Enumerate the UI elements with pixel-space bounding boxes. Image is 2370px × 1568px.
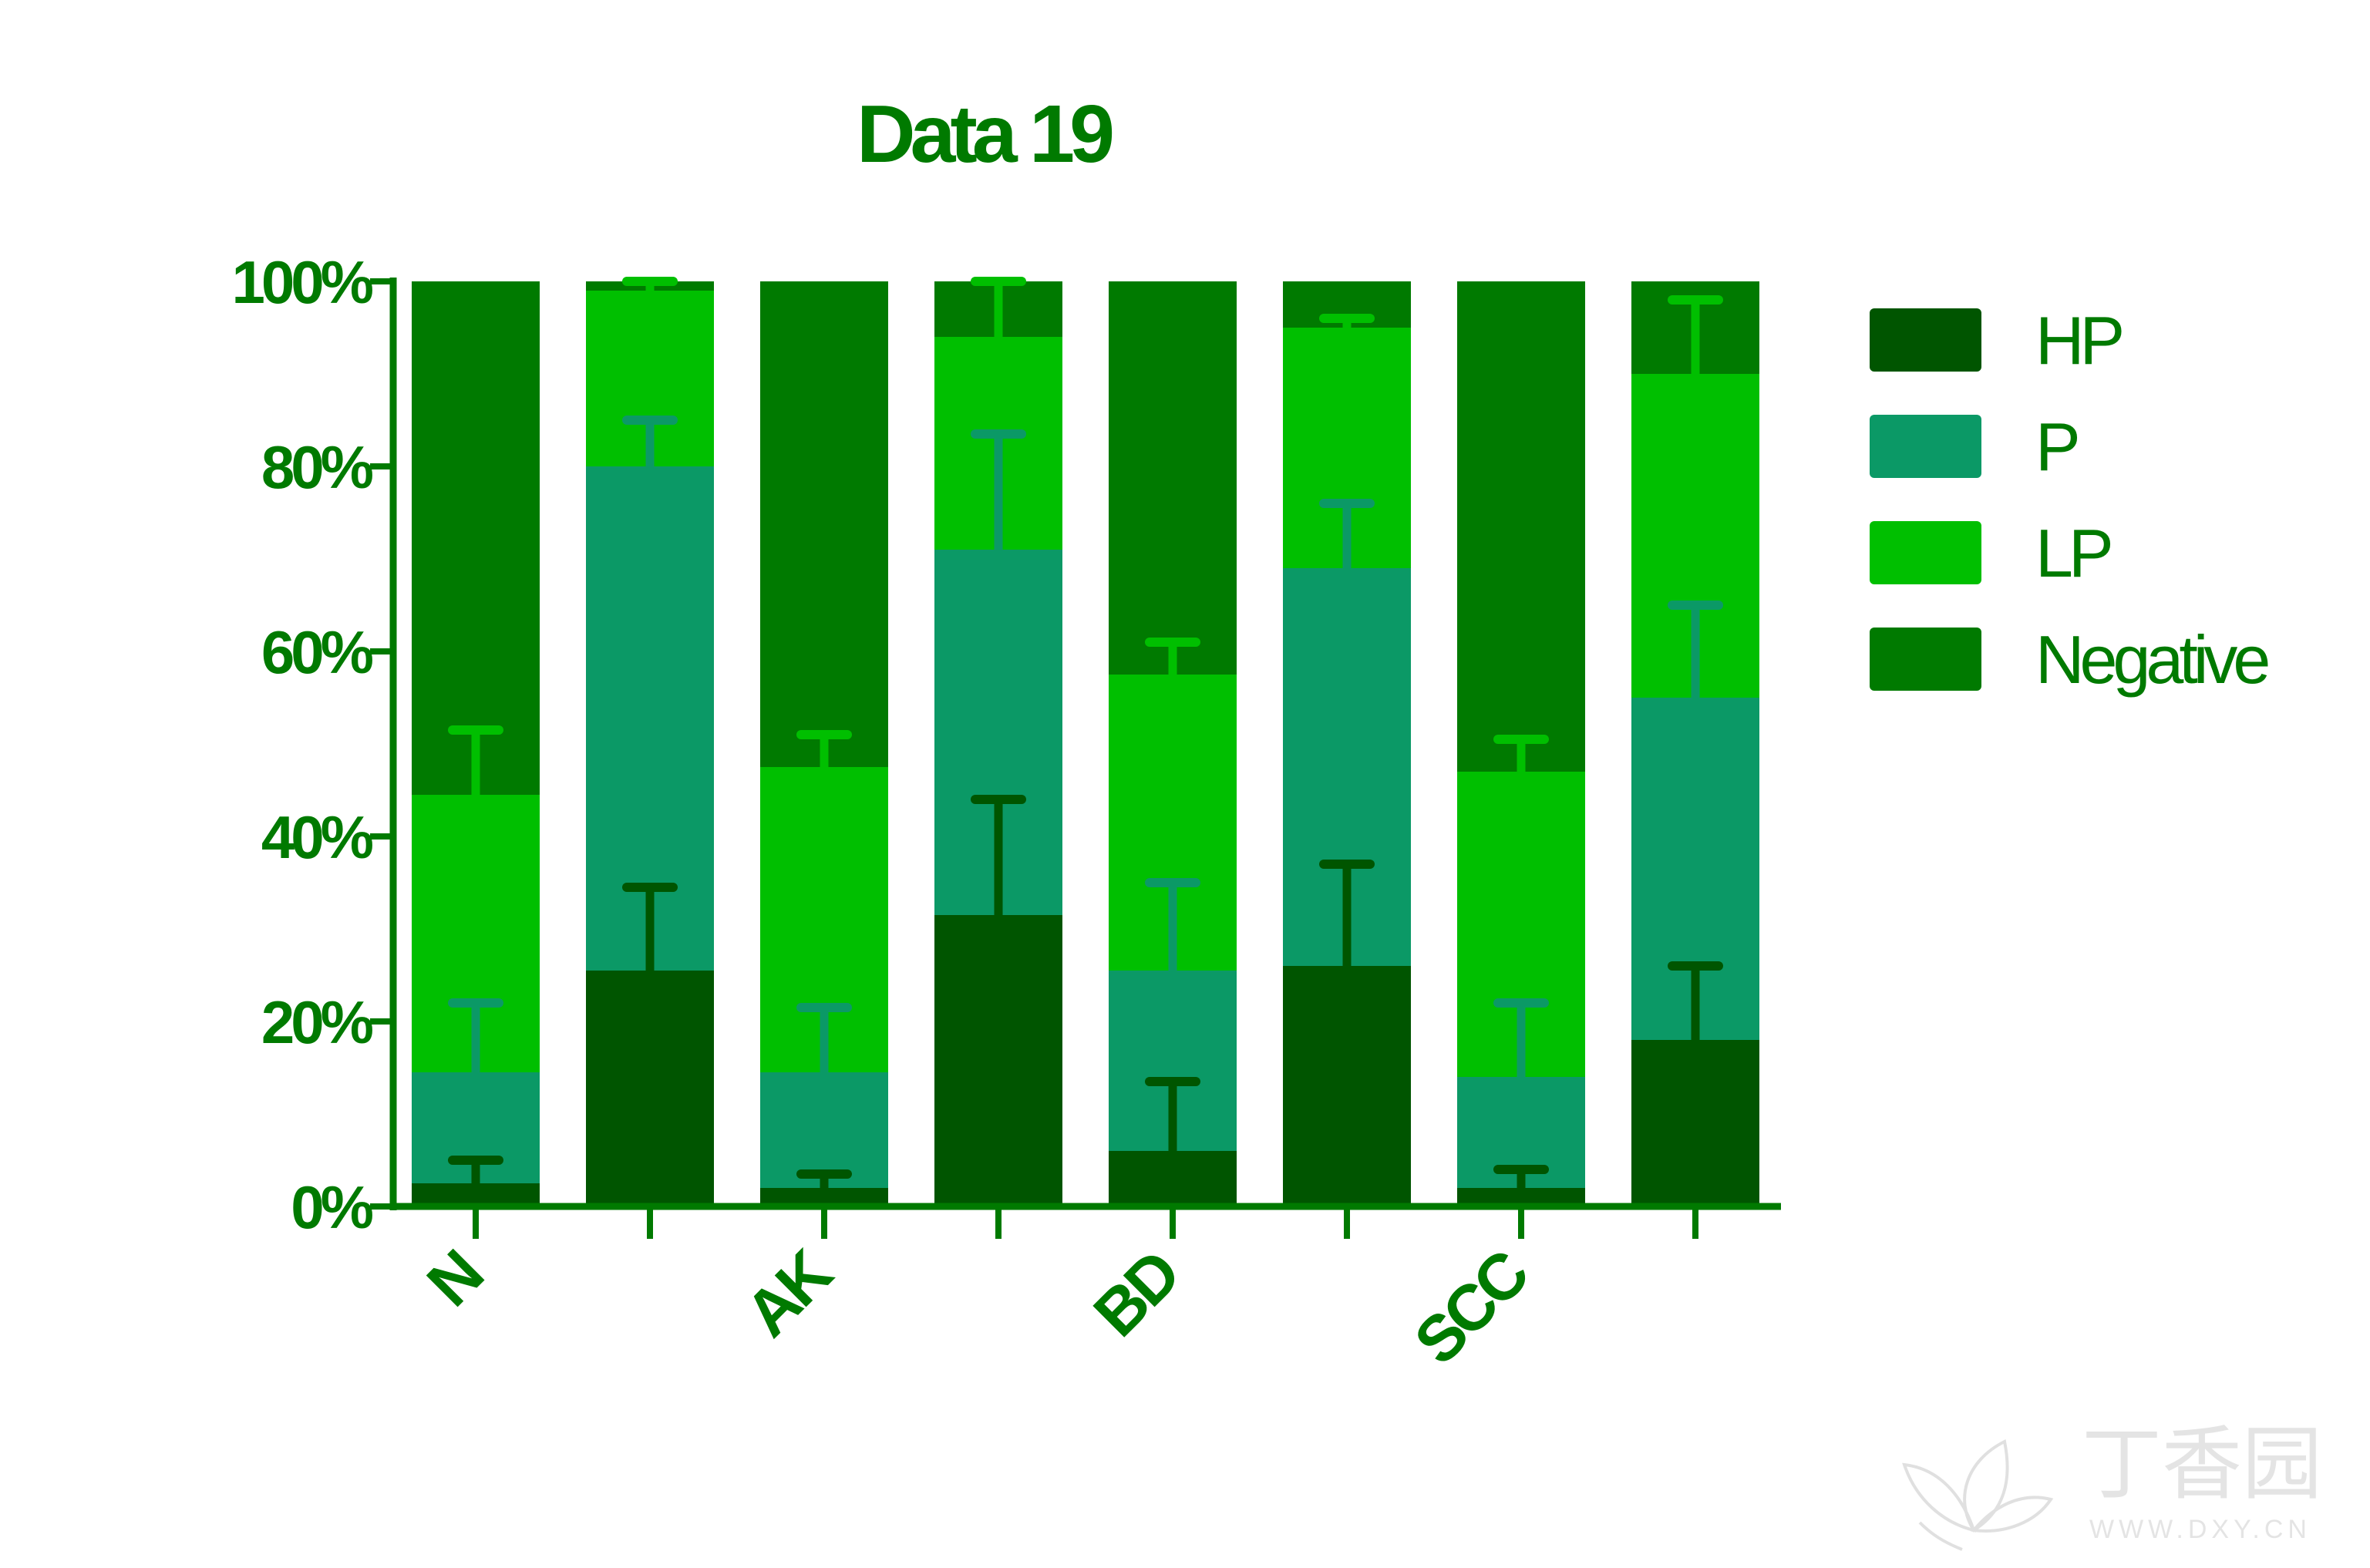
y-tick-label-5: 100%	[232, 248, 373, 316]
bar-negative-4	[1109, 281, 1237, 675]
chart-title: Data 19	[857, 89, 1113, 180]
bar-hp-1	[586, 971, 714, 1206]
x-tick-label-4: BD	[1080, 1237, 1193, 1351]
y-tick-label-0: 0%	[291, 1173, 372, 1241]
legend: HP P LP Negative	[1870, 302, 2273, 698]
watermark-url-text: WWW.DXY.CN	[2089, 1515, 2311, 1544]
bar-negative-6	[1457, 281, 1585, 772]
bar-hp-5	[1283, 966, 1411, 1206]
y-tick-label-3: 60%	[261, 618, 373, 686]
legend-label-negative: Negative	[2035, 621, 2268, 698]
bars-group	[412, 281, 1759, 1206]
legend-swatch-p	[1870, 415, 1981, 478]
y-tick-label-1: 20%	[261, 988, 373, 1056]
legend-swatch-hp	[1870, 308, 1981, 372]
legend-swatch-negative	[1870, 628, 1981, 691]
legend-label-hp: HP	[2035, 302, 2123, 379]
leaf-logo-icon	[1902, 1439, 2054, 1551]
bar-negative-2	[760, 281, 888, 767]
legend-label-lp: LP	[2035, 515, 2111, 591]
bar-hp-0	[412, 1183, 540, 1206]
legend-label-p: P	[2035, 409, 2078, 485]
error-bars-group	[448, 277, 1723, 1188]
legend-swatch-lp	[1870, 521, 1981, 584]
y-tick-label-4: 80%	[261, 433, 373, 501]
watermark-cn-text: 丁香园	[2082, 1420, 2322, 1509]
bar-p-2	[760, 1072, 888, 1188]
bar-hp-4	[1109, 1151, 1237, 1206]
bar-negative-0	[412, 281, 540, 795]
bar-hp-3	[934, 915, 1062, 1206]
x-tick-label-0: N	[413, 1238, 495, 1320]
watermark: 丁香园 WWW.DXY.CN	[1902, 1420, 2322, 1551]
x-tick-label-2: AK	[732, 1236, 846, 1350]
y-tick-label-2: 40%	[261, 803, 373, 871]
x-tick-label-6: SCC	[1400, 1237, 1542, 1378]
bar-hp-7	[1631, 1040, 1759, 1206]
